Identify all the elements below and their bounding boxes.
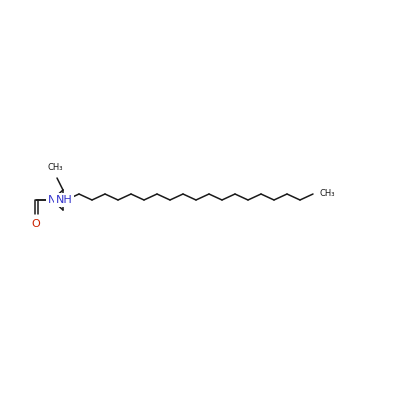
Text: O: O <box>32 219 40 229</box>
Text: CH₃: CH₃ <box>47 163 63 172</box>
Text: NH: NH <box>56 195 73 205</box>
Text: N: N <box>48 195 56 205</box>
Text: CH₃: CH₃ <box>320 190 336 198</box>
